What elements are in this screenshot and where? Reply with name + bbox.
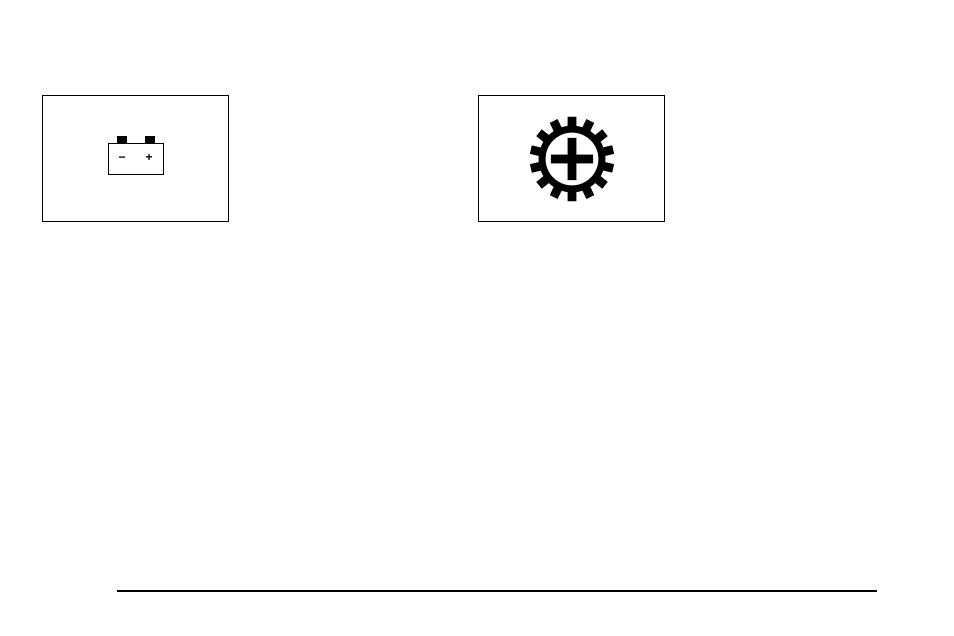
battery-terminal-left [117,136,127,144]
gear-indicator-box [478,95,665,222]
battery-body: − + [108,143,164,175]
battery-minus-sign: − [119,150,126,164]
battery-terminal-right [145,136,155,144]
page-divider [117,590,877,592]
battery-indicator-box: − + [42,95,229,222]
gear-plus-icon [528,115,616,203]
battery-plus-sign: + [145,150,152,164]
battery-icon: − + [108,143,164,175]
